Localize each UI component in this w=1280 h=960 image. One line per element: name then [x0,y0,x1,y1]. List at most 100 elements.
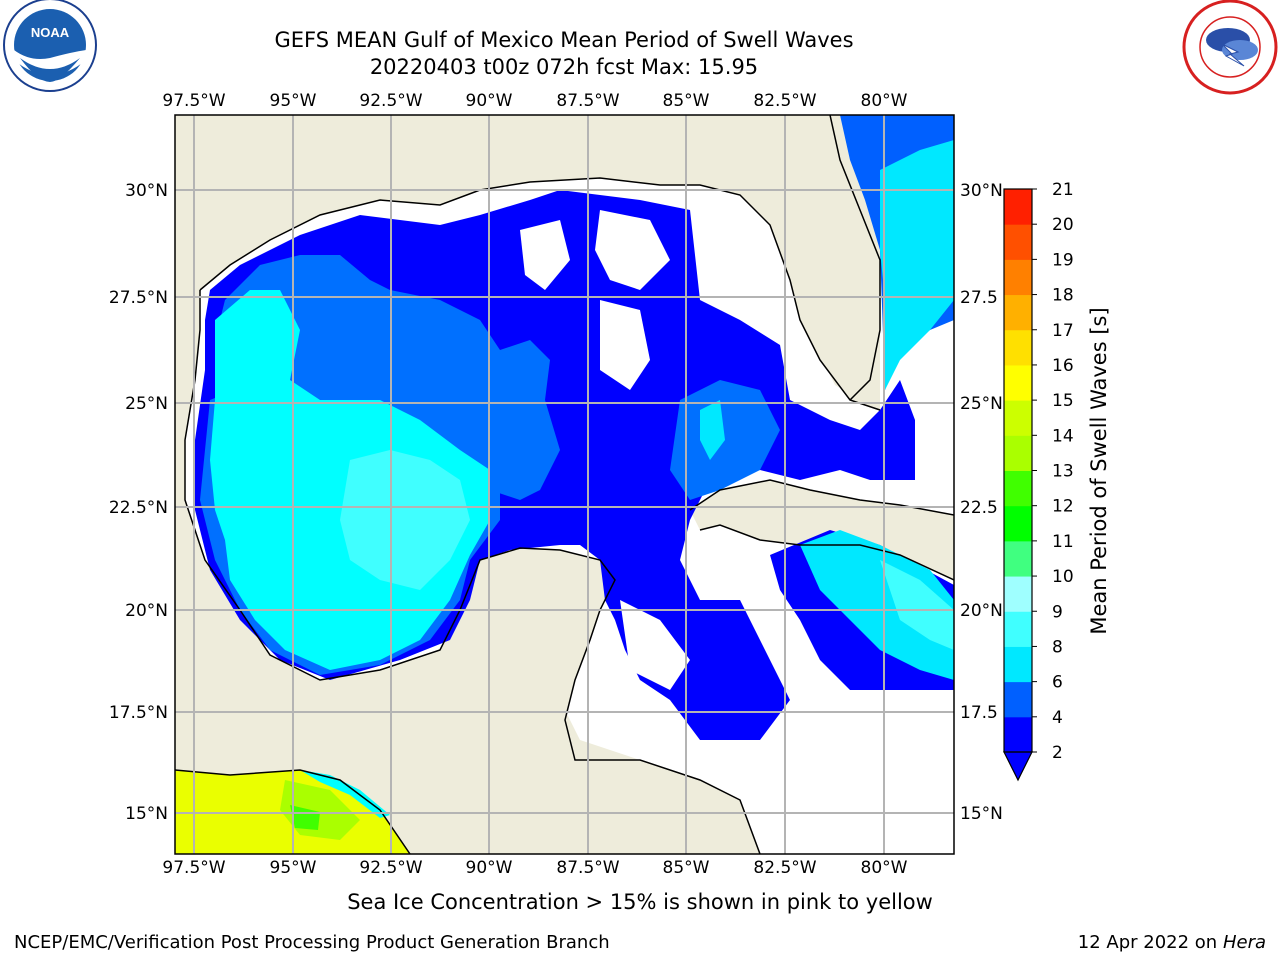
lat-label: 27.5 [960,288,998,308]
mask-patch [520,220,570,290]
lon-label: 92.5°W [359,91,422,111]
sea-ice-note: Sea Ice Concentration > 15% is shown in … [347,890,933,914]
lon-label: 97.5°W [162,91,225,111]
lon-label: 90°W [466,91,513,111]
lat-label: 20°N [125,601,168,621]
colorbar-tick-label: 12 [1052,497,1074,517]
swell-8-9-zone [340,450,470,590]
map-frame [174,114,955,855]
lon-label: 87.5°W [556,858,619,878]
lat-label: 22.5°N [109,498,168,518]
colorbar-extend-arrow [1003,751,1033,782]
swell-caribbean-6 [800,530,954,680]
lon-label: 92.5°W [359,858,422,878]
coastline-north [199,177,881,411]
colorbar-tick-label: 9 [1052,602,1063,622]
chart-subtitle: 20220403 t00z 072h fcst Max: 15.95 [369,55,759,79]
nws-logo [1182,0,1278,95]
lon-label: 90°W [466,858,513,878]
colorbar-segment [1004,540,1032,577]
map-area [175,115,954,854]
colorbar: 2 4 6 8 9 10 11 12 13 14 15 16 17 18 19 20 21 [1003,180,1074,782]
coastline-pacific [175,769,411,854]
colorbar-segment [1004,646,1032,683]
lat-label: 27.5°N [109,288,168,308]
mask-patch [620,600,690,690]
lon-label: 95°W [270,858,317,878]
lat-label: 22.5 [960,498,998,518]
lon-label: 87.5°W [556,91,619,111]
lon-label: 97.5°W [162,858,225,878]
colorbar-label: Mean Period of Swell Waves [s] [1087,307,1111,634]
colorbar-tick-label: 21 [1052,180,1074,200]
swell-atlantic-6 [880,140,954,390]
colorbar-tick-label: 15 [1052,391,1074,411]
lat-label: 20°N [960,601,1003,621]
lat-label: 17.5 [960,703,998,723]
florida-land [740,115,880,410]
colorbar-tick-label: 10 [1052,567,1074,587]
lon-label: 82.5°W [753,91,816,111]
colorbar-tick-label: 17 [1052,321,1074,341]
colorbar-tick-label: 13 [1052,462,1074,482]
lat-labels-left: 30°N 27.5°N 25°N 22.5°N 20°N 17.5°N 15°N [109,181,168,824]
mask-patch [595,210,670,290]
noaa-logo: NOAA [3,0,97,92]
colorbar-segment [1004,505,1032,542]
coastline-west [184,290,761,854]
swell-caribbean-8 [880,560,954,650]
lon-labels-bottom: 97.5°W 95°W 92.5°W 90°W 87.5°W 85°W 82.5… [162,858,907,878]
lon-label: 80°W [861,91,908,111]
colorbar-tick-label: 14 [1052,426,1074,446]
cuba-land [690,480,954,580]
colorbar-segment [1004,400,1032,436]
lon-label: 85°W [663,91,710,111]
coastline-florida [829,115,881,401]
colorbar-tick-label: 8 [1052,637,1063,657]
lat-label: 30°N [125,181,168,201]
colorbar-segment [1004,681,1032,718]
colorbar-tick-label: 6 [1052,673,1063,693]
colorbar-segment [1004,329,1032,366]
lon-label: 82.5°W [753,858,816,878]
footer-date: 12 Apr 2022 on Hera [1078,932,1266,953]
colorbar-segment [1004,259,1032,296]
lat-label: 15°N [125,804,168,824]
lon-label: 85°W [663,858,710,878]
grid-lines [175,115,954,854]
colorbar-tick-label: 2 [1052,743,1063,763]
lat-labels-right: 30°N 27.5 25°N 22.5 20°N 17.5 15°N [960,181,1003,824]
lat-label: 25°N [960,394,1003,414]
coastline-cuba [689,479,954,581]
chart-title: GEFS MEAN Gulf of Mexico Mean Period of … [274,28,854,52]
colorbar-segment [1004,364,1032,401]
lon-label: 80°W [861,858,908,878]
noaa-logo-mark: NOAA [31,25,70,40]
colorbar-tick-label: 16 [1052,356,1074,376]
colorbar-tick-label: 19 [1052,250,1074,270]
lat-label: 25°N [125,394,168,414]
footer-host: Hera [1222,932,1266,953]
colorbar-segment [1004,435,1032,471]
swell-east-6 [700,400,725,460]
lat-label: 15°N [960,804,1003,824]
lat-label: 17.5°N [109,703,168,723]
colorbar-segment [1004,189,1032,225]
colorbar-tick-label: 11 [1052,532,1074,552]
lon-label: 95°W [270,91,317,111]
mask-patch [600,300,650,390]
lon-labels-top: 97.5°W 95°W 92.5°W 90°W 87.5°W 85°W 82.5… [162,91,907,111]
swell-band-edge [300,770,390,818]
footer-date-text: 12 Apr 2022 on [1077,932,1223,953]
lat-label: 30°N [960,181,1003,201]
colorbar-segment [1004,224,1032,260]
colorbar-tick-label: 20 [1052,215,1074,235]
colorbar-segment [1004,470,1032,507]
colorbar-segment [1004,294,1032,331]
swell-12-zone [290,805,320,830]
colorbar-segment [1004,611,1032,647]
colorbar-segment [1004,576,1032,612]
colorbar-segment [1004,716,1032,753]
colorbar-tick-label: 4 [1052,708,1063,728]
